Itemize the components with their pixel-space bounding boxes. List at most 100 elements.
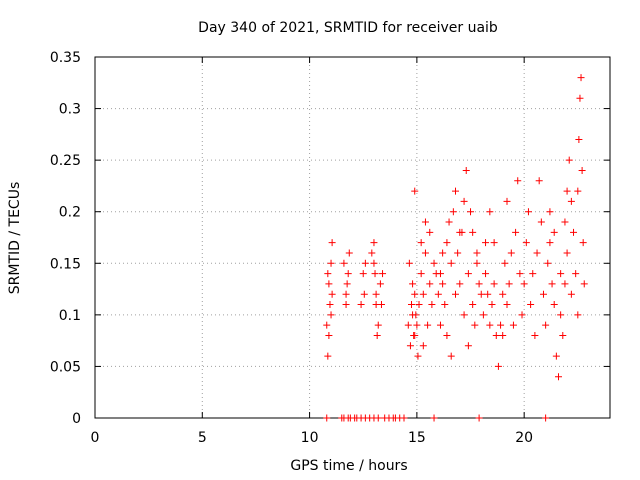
data-point xyxy=(430,414,438,422)
data-point xyxy=(456,280,464,288)
grid-lines xyxy=(95,57,610,418)
axis-ticks xyxy=(94,56,610,419)
data-point xyxy=(482,270,490,278)
data-point xyxy=(411,290,419,298)
data-point xyxy=(379,270,387,278)
data-point xyxy=(344,270,352,278)
data-point xyxy=(430,259,438,267)
data-point xyxy=(509,321,517,329)
data-point xyxy=(570,228,578,236)
data-point xyxy=(371,270,379,278)
data-point xyxy=(428,301,436,309)
data-point xyxy=(503,301,511,309)
data-point xyxy=(409,311,417,319)
data-point xyxy=(424,321,432,329)
data-point xyxy=(499,331,507,339)
data-point xyxy=(527,301,535,309)
data-point xyxy=(464,342,472,350)
x-tick-label: 20 xyxy=(515,430,533,446)
data-point xyxy=(490,239,498,247)
data-point xyxy=(488,301,496,309)
data-point xyxy=(447,259,455,267)
y-tick-label: 0.3 xyxy=(59,102,81,118)
y-tick-label: 0.05 xyxy=(50,359,81,375)
data-point xyxy=(477,290,485,298)
y-tick-label: 0.15 xyxy=(50,256,81,272)
data-point xyxy=(421,249,429,257)
data-point xyxy=(370,259,378,267)
data-point xyxy=(325,280,333,288)
data-point xyxy=(357,301,365,309)
data-point xyxy=(577,74,585,82)
data-point xyxy=(486,208,494,216)
data-point xyxy=(490,280,498,288)
data-point xyxy=(557,270,565,278)
data-point xyxy=(434,290,442,298)
data-point xyxy=(342,301,350,309)
data-point xyxy=(343,280,351,288)
data-point xyxy=(460,197,468,205)
data-point xyxy=(417,239,425,247)
data-point xyxy=(563,187,571,195)
data-point xyxy=(328,239,336,247)
x-tick-label: 15 xyxy=(408,430,426,446)
data-point xyxy=(479,311,487,319)
data-point xyxy=(484,290,492,298)
data-point xyxy=(342,290,350,298)
data-point xyxy=(475,414,483,422)
data-point xyxy=(462,166,470,174)
data-point xyxy=(469,228,477,236)
data-point xyxy=(436,270,444,278)
data-point xyxy=(565,156,573,164)
chart-title: Day 340 of 2021, SRMTID for receiver uai… xyxy=(198,20,498,36)
data-point xyxy=(575,136,583,144)
data-point xyxy=(567,197,575,205)
data-point xyxy=(406,342,414,350)
data-point xyxy=(514,177,522,185)
data-point xyxy=(373,331,381,339)
data-point xyxy=(460,311,468,319)
data-point xyxy=(374,321,382,329)
data-point xyxy=(445,218,453,226)
y-tick-label: 0.25 xyxy=(50,153,81,169)
y-tick-label: 0.35 xyxy=(50,50,81,66)
data-point xyxy=(561,280,569,288)
x-tick-label: 10 xyxy=(301,430,319,446)
data-point xyxy=(327,259,335,267)
data-point xyxy=(324,270,332,278)
data-point xyxy=(467,208,475,216)
data-point xyxy=(340,259,348,267)
data-point xyxy=(456,228,464,236)
data-point xyxy=(328,290,336,298)
data-point xyxy=(469,301,477,309)
data-point xyxy=(512,228,520,236)
data-point xyxy=(419,290,427,298)
data-point xyxy=(404,321,412,329)
y-tick-label: 0 xyxy=(72,411,81,427)
axis-tick-labels: 0 5 10 15 20 0 0.05 0.1 0.15 0.2 0.25 0.3 0.35 xyxy=(50,50,533,446)
data-point xyxy=(421,218,429,226)
data-point xyxy=(574,311,582,319)
data-point xyxy=(576,94,584,102)
data-point xyxy=(411,331,419,339)
data-point xyxy=(436,321,444,329)
data-point xyxy=(368,249,376,257)
data-point xyxy=(544,259,552,267)
data-point xyxy=(361,259,369,267)
data-point xyxy=(324,352,332,360)
data-point xyxy=(555,373,562,381)
data-point xyxy=(539,290,547,298)
x-tick-label: 5 xyxy=(198,430,207,446)
data-point xyxy=(535,177,543,185)
data-point xyxy=(548,280,556,288)
data-point xyxy=(524,208,532,216)
data-point xyxy=(452,290,459,298)
data-point xyxy=(482,239,490,247)
data-point xyxy=(454,249,462,257)
data-point xyxy=(507,249,515,257)
data-point xyxy=(414,352,422,360)
data-point xyxy=(409,280,417,288)
data-point xyxy=(471,321,479,329)
data-point xyxy=(531,331,539,339)
